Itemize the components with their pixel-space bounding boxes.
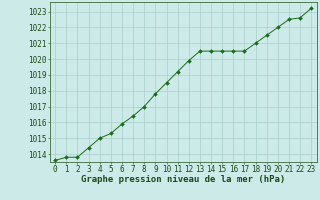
X-axis label: Graphe pression niveau de la mer (hPa): Graphe pression niveau de la mer (hPa) — [81, 175, 285, 184]
